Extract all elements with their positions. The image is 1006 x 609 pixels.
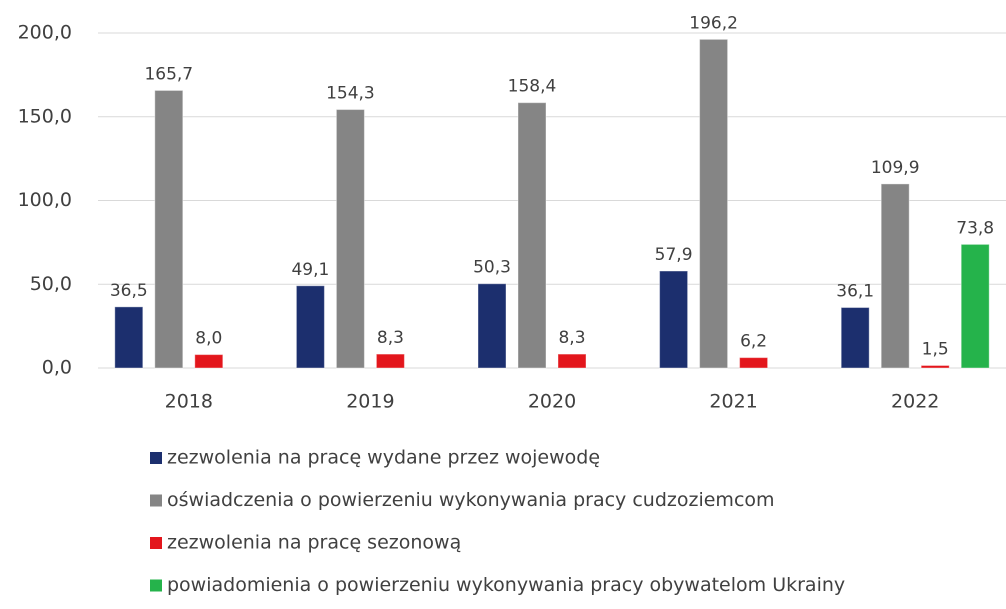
- y-tick-label: 0,0: [42, 357, 72, 379]
- bar: [375, 353, 405, 369]
- legend-label: zezwolenia na pracę wydane przez wojewod…: [167, 447, 600, 469]
- legend-label: powiadomienia o powierzeniu wykonywania …: [167, 574, 845, 596]
- bar: [880, 183, 910, 369]
- bar: [114, 306, 144, 369]
- bar: [557, 353, 587, 369]
- data-label: 57,9: [655, 245, 693, 265]
- data-label: 73,8: [956, 218, 994, 238]
- data-label: 165,7: [144, 64, 193, 84]
- data-label: 196,2: [689, 13, 738, 33]
- data-label: 1,5: [922, 339, 949, 359]
- data-label: 50,3: [473, 258, 511, 278]
- x-tick-label: 2019: [346, 391, 394, 413]
- data-label: 8,3: [558, 328, 585, 348]
- legend-swatch: [150, 579, 162, 592]
- data-label: 49,1: [291, 260, 329, 280]
- data-label: 154,3: [326, 84, 375, 104]
- y-tick-label: 100,0: [18, 189, 72, 211]
- bar: [194, 354, 224, 369]
- bar: [960, 243, 990, 369]
- bar: [699, 38, 729, 369]
- legend-swatch: [150, 452, 162, 464]
- data-label: 6,2: [740, 332, 767, 352]
- bar: [739, 357, 769, 369]
- data-label: 8,0: [195, 329, 222, 349]
- x-tick-label: 2021: [709, 391, 757, 413]
- data-label: 8,3: [377, 328, 404, 348]
- bar: [920, 364, 950, 369]
- bar: [295, 285, 325, 369]
- legend-swatch: [150, 537, 162, 549]
- bar: [154, 89, 184, 369]
- legend-swatch: [150, 494, 162, 507]
- bar: [335, 109, 365, 369]
- legend-label: oświadczenia o powierzeniu wykonywania p…: [167, 489, 775, 511]
- x-tick-label: 2018: [165, 391, 213, 413]
- y-tick-label: 200,0: [18, 22, 72, 44]
- bar: [517, 102, 547, 369]
- data-label: 36,5: [110, 281, 148, 301]
- y-tick-label: 50,0: [30, 273, 72, 295]
- bar: [477, 283, 507, 369]
- legend-label: zezwolenia na pracę sezonową: [167, 532, 461, 554]
- y-tick-label: 150,0: [18, 105, 72, 127]
- data-label: 158,4: [508, 77, 557, 97]
- x-tick-label: 2020: [528, 391, 576, 413]
- bar: [840, 307, 870, 369]
- bar: [659, 270, 689, 369]
- data-label: 36,1: [836, 282, 874, 302]
- data-label: 109,9: [871, 158, 920, 178]
- x-tick-label: 2022: [891, 391, 939, 413]
